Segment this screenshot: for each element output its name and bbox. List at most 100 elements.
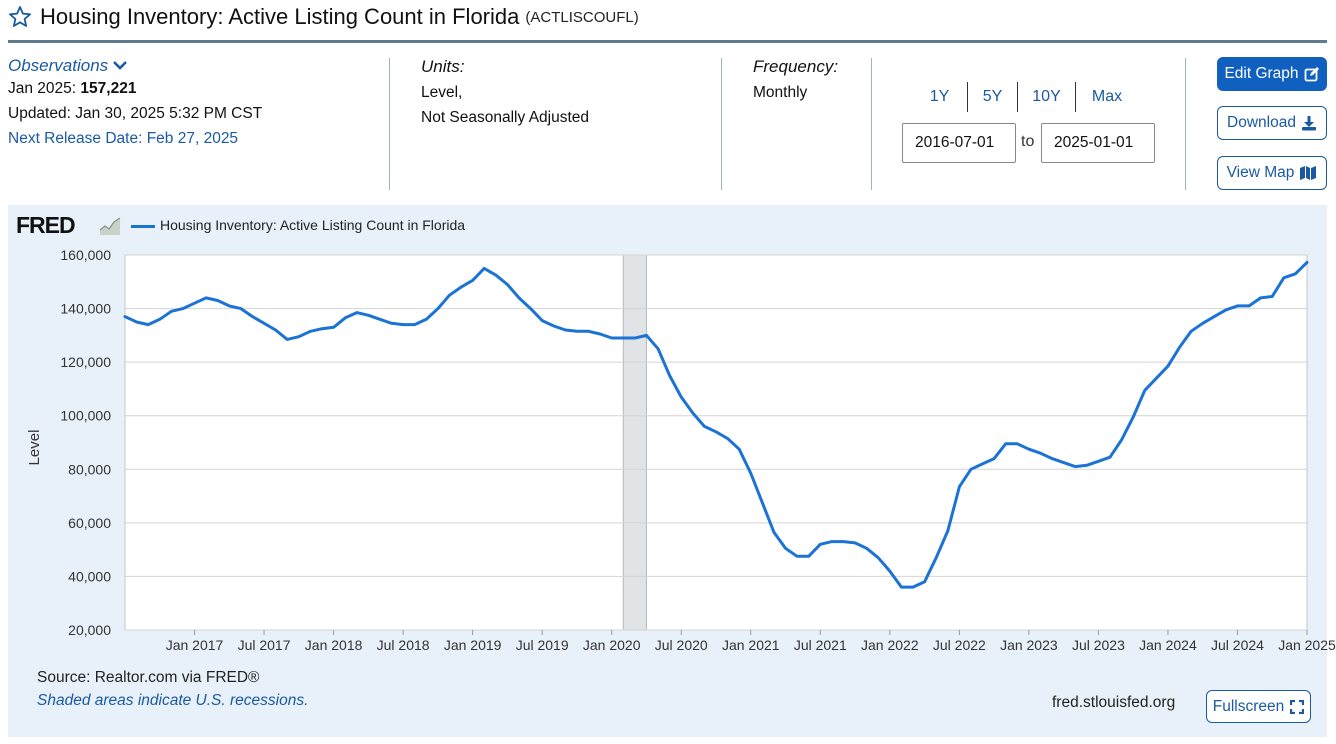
data-point: [1259, 296, 1262, 300]
fullscreen-label: Fullscreen: [1212, 697, 1285, 715]
data-point: [923, 580, 926, 583]
fred-logo: FRED: [16, 212, 76, 238]
data-point: [958, 485, 961, 488]
latest-value: 157,221: [80, 80, 137, 97]
data-point: [425, 318, 428, 321]
star-icon[interactable]: [8, 5, 32, 29]
title-divider: [8, 40, 1327, 43]
data-point: [633, 336, 637, 340]
data-point: [772, 531, 776, 534]
data-point: [784, 547, 787, 550]
data-point: [587, 330, 590, 333]
plot-area: [124, 254, 1308, 631]
data-point: [228, 304, 231, 308]
download-label: Download: [1227, 114, 1296, 131]
data-point: [1294, 272, 1297, 275]
data-point: [135, 320, 138, 324]
fullscreen-button[interactable]: Fullscreen: [1206, 690, 1311, 723]
data-point: [1189, 330, 1193, 333]
page-title: Housing Inventory: Active Listing Count …: [40, 4, 520, 29]
data-point: [483, 267, 486, 270]
data-point: [946, 529, 949, 533]
data-point: [1247, 304, 1251, 308]
view-map-button[interactable]: View Map: [1217, 156, 1327, 190]
range-selector: 1Y 5Y 10Y Max: [912, 82, 1138, 112]
data-point: [1085, 464, 1089, 467]
divider: [721, 58, 722, 190]
range-5y[interactable]: 5Y: [968, 82, 1018, 112]
data-point: [146, 323, 150, 326]
divider: [1185, 58, 1186, 190]
data-point: [598, 332, 602, 336]
data-point: [1305, 261, 1309, 264]
data-point: [1282, 276, 1286, 279]
data-point: [656, 347, 660, 350]
data-point: [645, 334, 648, 337]
x-tick-label: Jul 2020: [655, 637, 708, 653]
data-point: [668, 374, 671, 377]
data-point: [1097, 460, 1100, 463]
edit-graph-label: Edit Graph: [1224, 65, 1299, 82]
observations-toggle[interactable]: Observations: [8, 56, 262, 76]
end-date-input[interactable]: 2025-01-01: [1041, 123, 1155, 163]
data-point: [1213, 315, 1216, 318]
x-tick-label: Jan 2025: [1278, 637, 1336, 653]
recession-shade: [622, 254, 647, 631]
download-button[interactable]: Download: [1217, 106, 1327, 140]
data-point: [158, 318, 161, 321]
data-point: [1143, 389, 1146, 392]
map-icon: [1300, 166, 1317, 180]
next-release-link[interactable]: Next Release Date: Feb 27, 2025: [8, 130, 239, 147]
x-tick-label: Jan 2023: [1000, 637, 1058, 653]
data-point: [390, 322, 393, 325]
x-tick-label: Jul 2024: [1211, 637, 1264, 653]
range-max[interactable]: Max: [1091, 88, 1123, 105]
data-point: [1131, 415, 1135, 419]
x-tick-label: Jul 2018: [377, 637, 430, 653]
data-point: [1027, 447, 1031, 451]
data-point: [1224, 308, 1228, 312]
data-point: [900, 585, 903, 589]
edit-icon: [1304, 67, 1319, 82]
units-line1: Level,: [421, 84, 463, 101]
data-point: [795, 555, 799, 558]
data-point: [297, 335, 301, 338]
data-point: [1062, 461, 1065, 464]
data-point: [239, 307, 243, 310]
data-point: [1155, 377, 1158, 380]
data-point: [413, 323, 416, 326]
edit-graph-button[interactable]: Edit Graph: [1217, 57, 1327, 91]
latest-observation: Jan 2025: 157,221: [8, 76, 262, 101]
data-point: [934, 556, 938, 559]
x-tick-label: Jul 2021: [794, 637, 847, 653]
frequency-block: Frequency: Monthly: [753, 56, 838, 105]
x-tick-label: Jan 2019: [444, 637, 502, 653]
latest-label: Jan 2025:: [8, 80, 77, 97]
data-point: [262, 322, 266, 325]
view-map-label: View Map: [1226, 164, 1295, 181]
data-point: [204, 296, 208, 300]
start-date-input[interactable]: 2016-07-01: [902, 123, 1016, 163]
frequency-heading: Frequency:: [753, 57, 839, 76]
data-point: [401, 323, 405, 326]
data-point: [807, 555, 810, 558]
data-point: [1074, 465, 1077, 468]
x-tick-label: Jan 2021: [722, 637, 780, 653]
data-point: [540, 319, 544, 322]
y-tick-label: 140,000: [60, 301, 111, 317]
data-point: [853, 541, 857, 545]
data-point: [714, 430, 718, 433]
data-point: [181, 307, 185, 310]
range-1y[interactable]: 1Y: [912, 82, 968, 112]
data-point: [216, 299, 219, 302]
fred-url[interactable]: fred.stlouisfed.org: [1052, 694, 1176, 711]
y-axis-title: Level: [26, 430, 43, 466]
x-tick-label: Jan 2024: [1139, 637, 1197, 653]
range-10y[interactable]: 10Y: [1018, 82, 1076, 112]
data-point: [355, 311, 358, 314]
data-point: [737, 447, 741, 451]
data-point: [992, 457, 996, 460]
units-block: Units: Level, Not Seasonally Adjusted: [421, 56, 589, 130]
data-point: [459, 285, 463, 289]
